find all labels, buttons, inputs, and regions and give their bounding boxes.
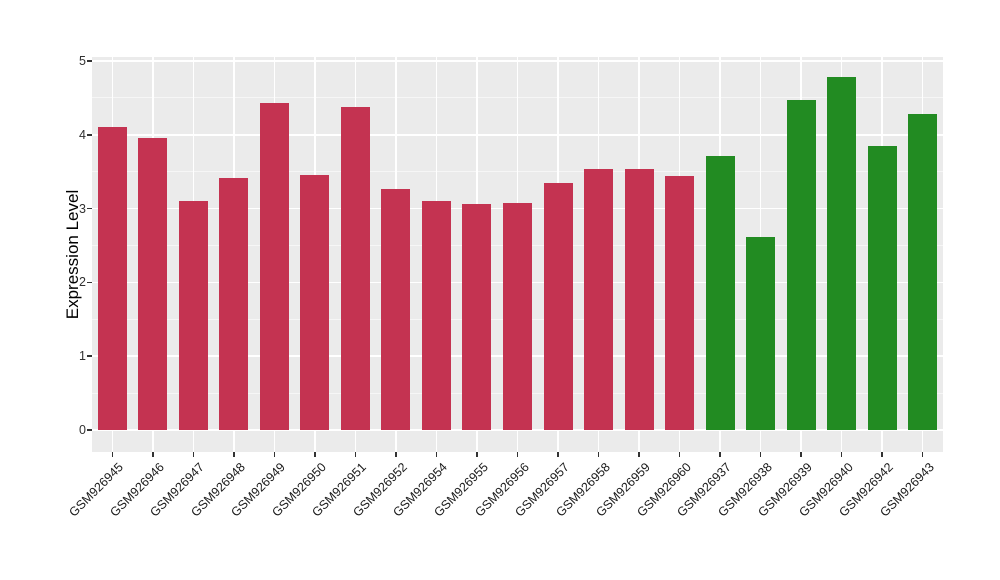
bar-GSM926948 <box>219 178 249 430</box>
bar-GSM926938 <box>746 237 776 430</box>
x-tick-mark <box>678 452 681 457</box>
x-tick-mark <box>516 452 519 457</box>
x-tick-mark <box>840 452 843 457</box>
y-tick-mark <box>87 429 92 431</box>
x-tick-mark <box>800 452 802 457</box>
y-tick-label: 1 <box>79 349 86 364</box>
y-tick-mark <box>87 281 92 284</box>
bar-GSM926950 <box>300 175 330 430</box>
y-tick-label: 3 <box>79 201 86 216</box>
bar-GSM926958 <box>584 169 614 430</box>
x-tick-mark <box>354 452 357 457</box>
x-tick-mark <box>273 452 276 457</box>
bar-GSM926939 <box>786 100 816 430</box>
x-tick-mark <box>152 452 154 457</box>
bar-GSM926940 <box>827 77 857 430</box>
y-tick-label: 0 <box>79 423 86 437</box>
bar-GSM926954 <box>421 201 451 430</box>
y-tick-mark <box>87 60 92 62</box>
bar-GSM926946 <box>138 138 168 430</box>
bar-GSM926959 <box>624 169 654 430</box>
x-tick-mark <box>192 452 195 457</box>
x-tick-mark <box>759 452 762 457</box>
x-tick-mark <box>233 452 235 457</box>
bar-GSM926957 <box>543 182 573 430</box>
y-tick-label: 5 <box>79 54 86 68</box>
x-tick-mark <box>881 452 883 457</box>
bar-GSM926947 <box>178 201 208 430</box>
bar-GSM926945 <box>97 127 127 430</box>
bar-GSM926952 <box>381 189 411 430</box>
y-axis-title: Expression Level <box>62 189 82 320</box>
bar-GSM926943 <box>908 114 938 430</box>
bar-GSM926942 <box>867 145 897 430</box>
x-tick-mark <box>476 452 478 457</box>
plot-panel <box>92 57 943 452</box>
x-tick-mark <box>638 452 640 457</box>
bar-GSM926949 <box>259 103 289 430</box>
bar-GSM926951 <box>340 106 370 430</box>
bar-GSM926956 <box>503 203 532 430</box>
x-tick-mark <box>314 452 316 457</box>
x-tick-mark <box>557 452 559 457</box>
y-tick-mark <box>87 134 92 136</box>
x-tick-mark <box>111 452 113 457</box>
y-tick-mark <box>87 207 92 210</box>
x-tick-mark <box>435 452 438 457</box>
y-tick-mark <box>87 355 92 357</box>
x-tick-mark <box>719 452 721 457</box>
x-tick-mark <box>921 452 924 457</box>
x-tick-mark <box>395 452 397 457</box>
x-tick-mark <box>597 452 600 457</box>
y-tick-label: 4 <box>79 127 86 142</box>
bar-GSM926960 <box>665 176 695 430</box>
y-tick-label: 2 <box>79 275 86 290</box>
bar-GSM926955 <box>462 204 492 430</box>
bar-GSM926937 <box>705 156 735 430</box>
